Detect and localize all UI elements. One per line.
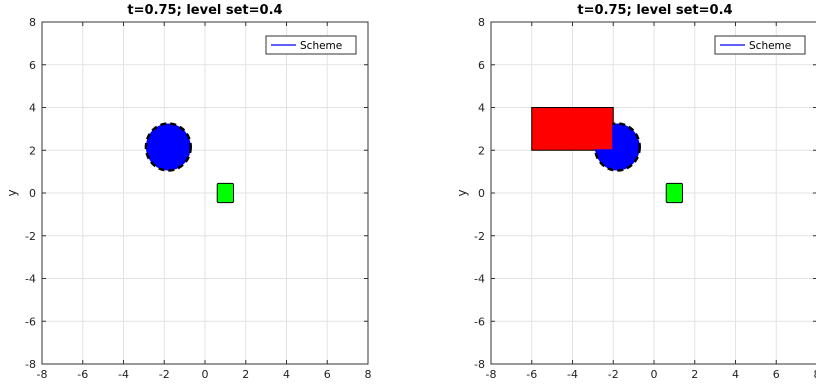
y-tick-label: -8 [474,358,485,371]
y-tick-label: 4 [29,102,36,115]
y-tick-label: 4 [478,102,485,115]
legend-box [714,35,806,55]
y-tick-label: -4 [474,273,485,286]
y-tick-label: 8 [29,16,36,29]
y-tick-label: 0 [478,187,485,200]
target-square [665,182,684,204]
axes-frame [490,21,816,365]
obstacle-rect [531,107,614,151]
x-tick-label: 4 [732,368,739,381]
x-tick-label: 2 [691,368,698,381]
y-tick-label: -4 [25,273,36,286]
chart-title: t=0.75; level set=0.4 [127,3,282,18]
y-tick-label: 0 [29,187,36,200]
x-tick-label: -4 [567,368,578,381]
x-tick-label: 6 [773,368,780,381]
level-set-contour [144,122,192,172]
y-tick-label: 8 [478,16,485,29]
y-tick-label: 2 [29,144,36,157]
x-tick-label: 0 [651,368,658,381]
y-tick-label: -6 [25,315,36,328]
x-tick-label: 6 [324,368,331,381]
y-tick-label: 2 [478,144,485,157]
reachable-set [145,123,191,171]
x-tick-label: -2 [159,368,170,381]
x-tick-label: -4 [118,368,129,381]
subplot-right: t=0.75; level set=0.4 y -8 -6 -4 -2 0 2 4 6 8 8 6 4… [455,3,816,381]
x-tick-label: 0 [202,368,209,381]
target-square [216,182,235,204]
y-tick-label: -2 [474,230,485,243]
legend-label-scheme: Scheme [749,40,791,52]
x-tick-label: 2 [242,368,249,381]
y-axis-label: y [455,189,469,196]
x-tick-label: 8 [365,368,372,381]
legend-label-scheme: Scheme [300,40,342,52]
subplot-left: t=0.75; level set=0.4 y -8 -6 -4 -2 0 2 4 6 8 8 6 4… [5,3,372,381]
x-tick-label: -8 [486,368,497,381]
x-tick-label: -8 [37,368,48,381]
x-tick-label: -6 [77,368,88,381]
legend-box [265,35,357,55]
y-axis-label: y [5,189,19,196]
y-tick-label: 6 [478,59,485,72]
y-tick-label: -2 [25,230,36,243]
y-tick-label: 6 [29,59,36,72]
chart-title: t=0.75; level set=0.4 [577,3,732,18]
y-tick-label: -8 [25,358,36,371]
y-tick-label: -6 [474,315,485,328]
x-tick-label: 4 [283,368,290,381]
x-tick-label: -6 [526,368,537,381]
x-tick-label: 8 [814,368,816,381]
x-tick-label: -2 [608,368,619,381]
axes-frame [41,21,369,365]
